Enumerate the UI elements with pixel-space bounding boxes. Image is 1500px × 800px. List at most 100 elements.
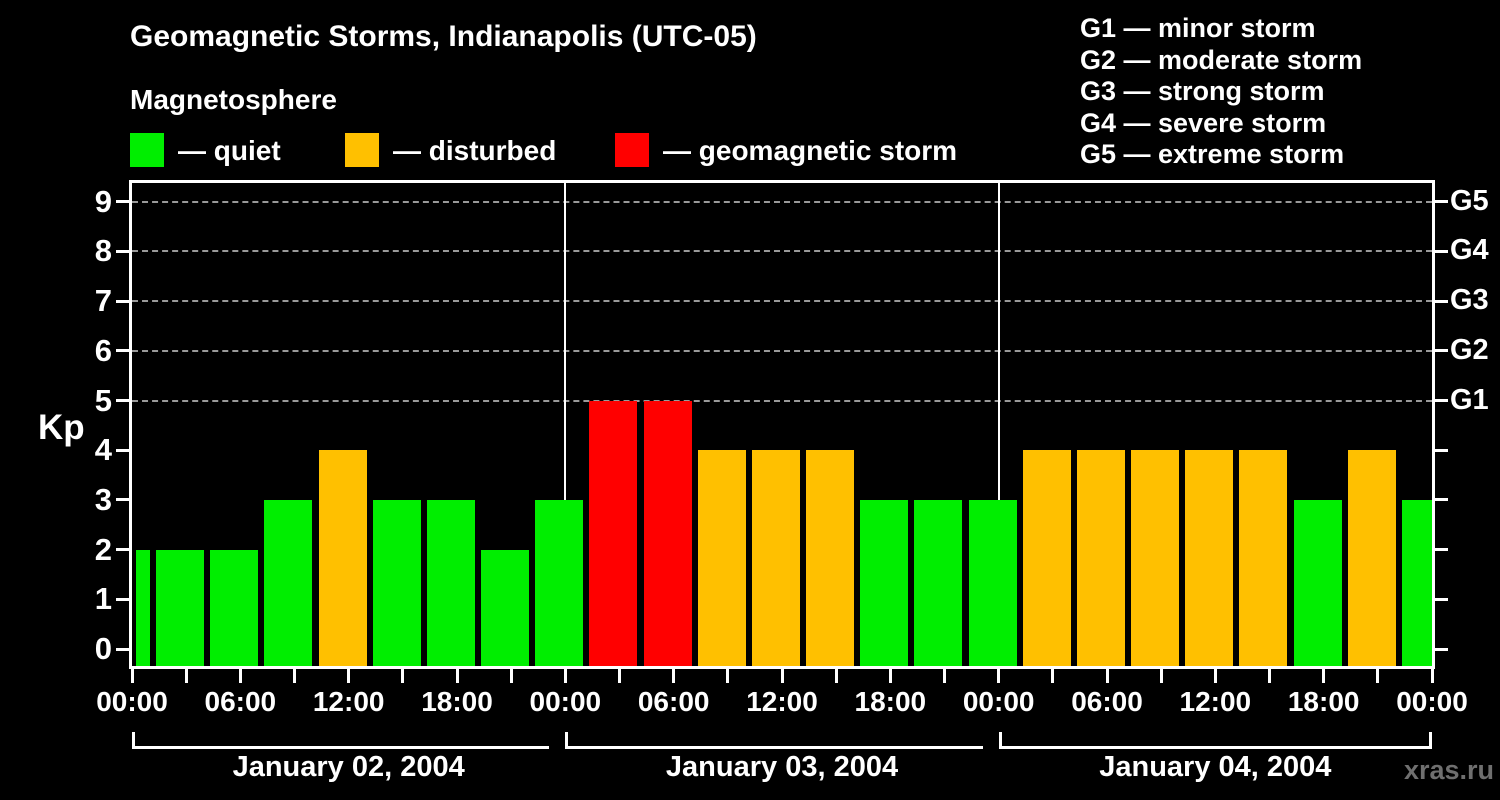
gridline-kp7 [132,300,1432,303]
y-tick-left-8 [116,249,129,253]
x-tick-30 [672,669,676,683]
g-scale-label-g1: G1 [1450,383,1489,416]
storm-scale-g2: G2 — moderate storm [1080,44,1363,75]
chart-subtitle: Magnetosphere [130,84,337,115]
y-tick-right-5 [1435,399,1448,402]
legend-item-quiet: — quiet [130,133,550,167]
y-tick-label-2: 2 [94,531,112,567]
storm-scale-legend: G1 — minor storm G2 — moderate storm G3 — … [1080,13,1362,171]
x-tick-66 [1322,669,1326,683]
kp-bar-quiet-3 [372,499,421,666]
y-tick-left-0 [116,647,129,651]
watermark: xras.ru [1403,755,1494,785]
y-tick-label-8: 8 [94,233,112,269]
x-tick-24 [563,669,567,683]
x-tick-60 [1213,669,1217,683]
x-tick-6 [238,669,242,683]
y-tick-label-6: 6 [94,332,112,368]
kp-bar-quiet-2 [156,549,204,666]
x-tick-3 [184,669,188,683]
quiet-swatch [130,133,164,167]
kp-bar-quiet-2 [481,549,530,666]
x-tick-33 [726,669,730,683]
y-tick-label-9: 9 [94,183,112,219]
chart-title: Geomagnetic Storms, Indianapolis (UTC-05… [130,20,757,53]
x-tick-18 [455,669,459,683]
x-tick-label-66: 18:00 [1287,686,1360,717]
kp-bar-quiet-2 [136,549,150,666]
y-tick-left-4 [116,448,129,452]
g-scale-label-g4: G4 [1450,234,1489,267]
kp-bar-quiet-3 [1293,499,1342,666]
g-scale-label-g3: G3 [1450,284,1489,317]
x-tick-39 [834,669,838,683]
day-bracket-line [132,746,550,749]
kp-bar-quiet-3 [1401,499,1432,666]
kp-bar-quiet-3 [914,499,963,666]
x-tick-label-48: 00:00 [962,686,1035,717]
y-tick-right-9 [1435,200,1448,204]
day-bracket-line [998,746,1432,749]
day-boundary-line [997,183,1000,666]
x-tick-label-18: 18:00 [421,686,493,717]
x-tick-label-60: 12:00 [1179,686,1252,717]
x-tick-72 [1430,669,1434,683]
x-tick-label-0: 00:00 [96,686,168,717]
y-tick-right-7 [1435,299,1448,303]
kp-bar-quiet-3 [968,499,1017,666]
x-tick-label-36: 12:00 [746,686,818,717]
x-tick-label-24: 00:00 [529,686,602,717]
kp-bar-disturbed-4 [751,450,800,666]
y-tick-label-7: 7 [94,283,112,319]
y-tick-right-6 [1435,349,1448,353]
y-tick-left-2 [116,548,129,552]
x-tick-63 [1268,669,1271,683]
x-tick-42 [888,669,892,683]
kp-bar-disturbed-4 [1022,450,1071,666]
y-tick-left-3 [116,498,129,502]
x-tick-0 [130,669,134,683]
y-tick-left-7 [116,299,129,303]
kp-bar-disturbed-4 [1347,450,1396,666]
x-tick-69 [1376,669,1380,683]
date-label-day1: January 02, 2004 [232,751,465,783]
plot-area: 0 1 2 3 4 5 6 7 8 9 G1 G2 G3 G4 G5 00:00 06:00 12:00 18:00… [95,180,1489,717]
y-tick-right-4 [1435,448,1448,452]
kp-bar-quiet-3 [860,499,909,666]
x-tick-45 [943,669,946,683]
storm-scale-g3: G3 — strong storm [1080,76,1325,106]
y-tick-left-5 [116,399,129,402]
disturbed-swatch [345,133,379,167]
y-tick-right-3 [1435,498,1448,502]
day-bracket-line [565,746,983,749]
y-tick-right-2 [1435,548,1448,552]
legend-label-disturbed: — disturbed [393,135,557,166]
x-tick-57 [1159,669,1163,683]
x-tick-label-54: 06:00 [1071,686,1143,717]
y-tick-right-0 [1435,647,1448,651]
day-bracket-cap [565,732,569,749]
y-tick-left-9 [116,200,129,204]
y-axis-title: Kp [38,408,85,447]
x-tick-27 [618,669,621,683]
y-tick-label-5: 5 [94,382,112,418]
y-tick-label-1: 1 [94,581,112,617]
legend-item-storm: — geomagnetic storm [615,133,1035,167]
kp-bar-quiet-3 [264,499,313,666]
kp-bar-quiet-2 [210,549,259,666]
kp-bar-quiet-3 [535,499,584,666]
kp-bar-disturbed-4 [1131,450,1180,666]
x-tick-label-30: 06:00 [637,686,710,717]
y-tick-right-1 [1435,597,1448,601]
date-label-day3: January 04, 2004 [1099,751,1332,783]
gridline-kp8 [132,250,1432,253]
y-tick-label-0: 0 [94,631,112,666]
x-tick-label-6: 06:00 [204,686,277,717]
x-tick-36 [780,669,784,683]
g-scale-label-g5: G5 [1450,184,1489,217]
gridline-kp9 [132,200,1432,203]
storm-scale-g5: G5 — extreme storm [1080,139,1345,169]
day-boundary-line [564,183,567,666]
kp-bar-disturbed-4 [1239,450,1288,666]
day-bracket-cap [998,732,1002,749]
